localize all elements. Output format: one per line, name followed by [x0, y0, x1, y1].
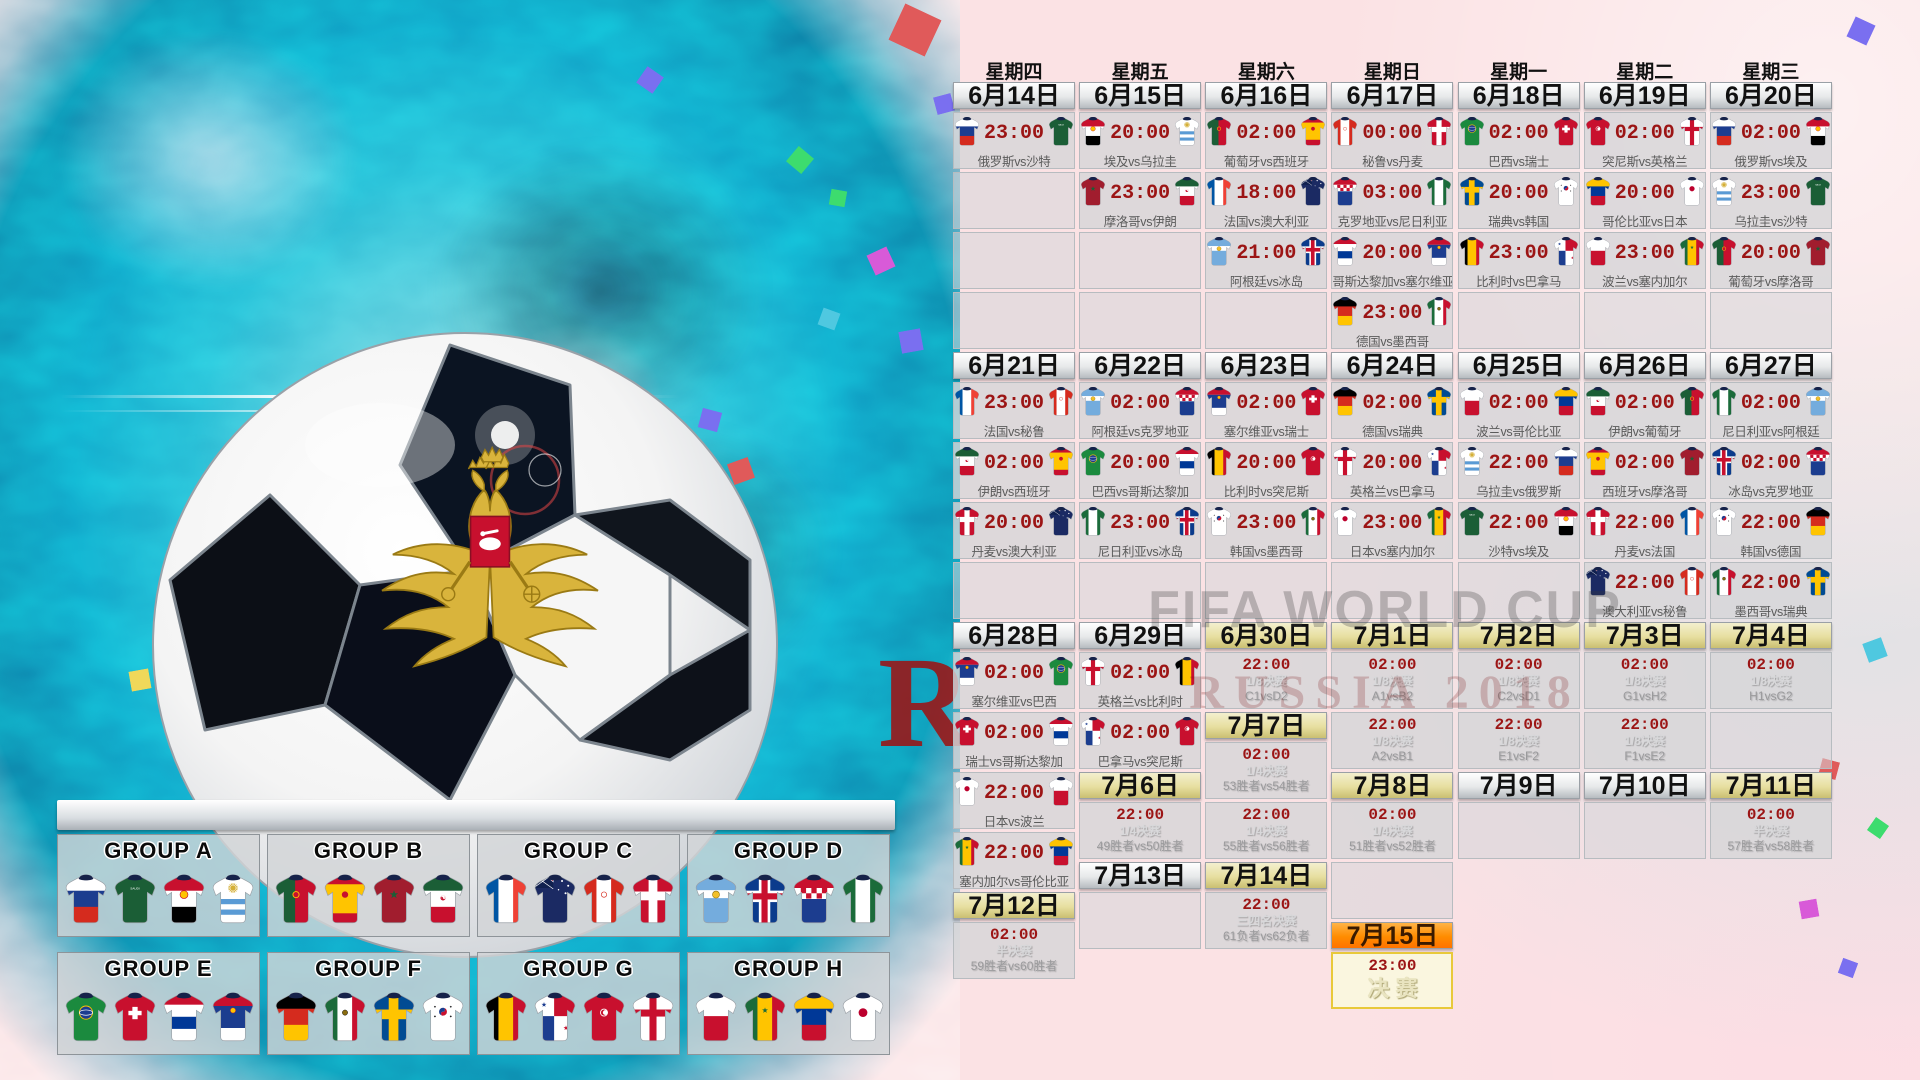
svg-text:☯: ☯	[1596, 398, 1600, 403]
svg-text:☯: ☯	[965, 458, 969, 463]
svg-text:☯: ☯	[1185, 188, 1189, 193]
